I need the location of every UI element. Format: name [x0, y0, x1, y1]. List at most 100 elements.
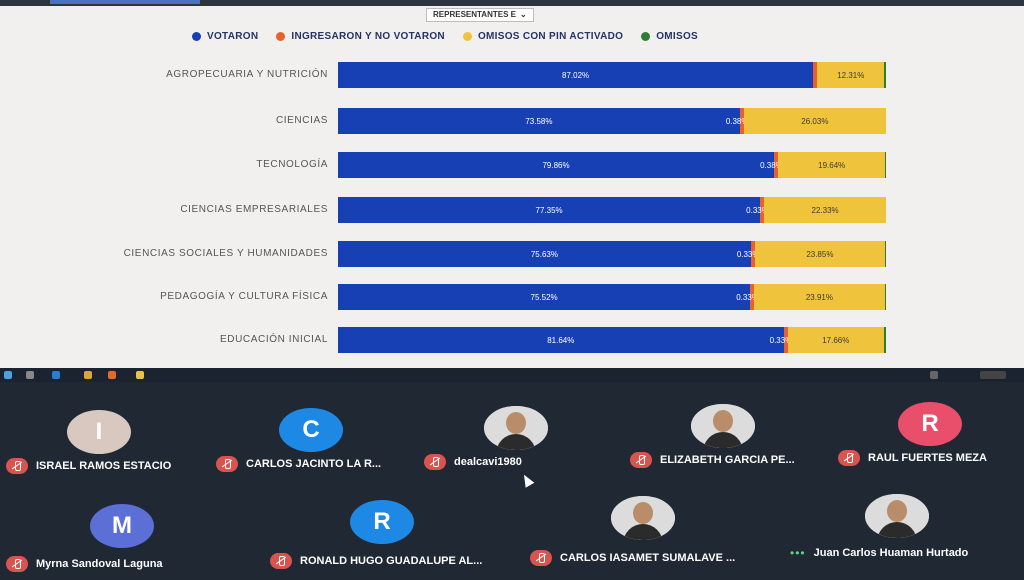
bar-segment-v[interactable]: 79.86% — [338, 152, 775, 178]
category-label: EDUCACIÓN INICIAL — [220, 334, 328, 345]
bar-track: 73.58% 0.38% 26.03% — [338, 108, 886, 134]
bar-segment-p[interactable]: 26.03% — [743, 108, 886, 134]
clock-icon — [980, 371, 1006, 379]
bar-segment-p[interactable]: 22.33% — [764, 197, 886, 223]
mic-muted-icon — [838, 450, 860, 466]
participant-name: RONALD HUGO GUADALUPE AL... — [300, 555, 483, 567]
participant-name-row: CARLOS IASAMET SUMALAVE ... — [530, 550, 735, 566]
bar-track: 75.63% 0.33% 23.85% — [338, 241, 886, 267]
participant-avatar[interactable]: R — [898, 402, 962, 446]
mic-muted-icon — [270, 553, 292, 569]
bar-segment-i[interactable]: 0.33% — [746, 197, 769, 223]
participant-avatar[interactable]: R — [350, 500, 414, 544]
participant-name-row: dealcavi1980 — [424, 454, 522, 470]
participant-avatar[interactable]: M — [90, 504, 154, 548]
bar-segment-v[interactable]: 87.02% — [338, 62, 814, 88]
bar-segment-v[interactable]: 81.64% — [338, 327, 784, 353]
participant-avatar[interactable] — [691, 404, 755, 448]
profile-photo — [484, 406, 548, 450]
bar-segment-i[interactable]: 0.38% — [760, 152, 783, 178]
data-label: 23.91% — [805, 292, 833, 302]
bar-segment-i[interactable] — [813, 62, 818, 88]
participant-name: Myrna Sandoval Laguna — [36, 558, 163, 570]
participant-avatar[interactable] — [865, 494, 929, 538]
legend-item[interactable]: OMISOS CON PIN ACTIVADO — [462, 31, 623, 42]
participant-name-row: RAUL FUERTES MEZA — [838, 450, 987, 466]
bar-segment-v[interactable]: 75.63% — [338, 241, 751, 267]
bar-segment-o[interactable] — [884, 327, 886, 353]
participant-name: ISRAEL RAMOS ESTACIO — [36, 460, 172, 472]
participant-name: dealcavi1980 — [454, 456, 522, 468]
bar-segment-i[interactable]: 0.33% — [737, 241, 760, 267]
data-label: 79.86% — [542, 160, 570, 170]
participant-name-row: CARLOS JACINTO LA R... — [216, 456, 381, 472]
data-label: 23.85% — [806, 249, 834, 259]
avatar-initial: I — [95, 418, 103, 445]
participant-avatar[interactable]: I — [67, 410, 131, 454]
bar-segment-p[interactable]: 12.31% — [817, 62, 885, 88]
shared-screen: REPRESENTANTES E ⌄ VOTARON INGRESARON Y N… — [0, 0, 1024, 368]
legend-item[interactable]: VOTARON — [192, 31, 258, 42]
chart-row: AGROPECUARIA Y NUTRICIÓN 87.02% 12.31% — [0, 62, 1024, 88]
legend-item[interactable]: INGRESARON Y NO VOTARON — [276, 31, 445, 42]
chart-row: CIENCIAS EMPRESARIALES 77.35% 0.33% 22.33% — [0, 197, 1024, 223]
bar-segment-v[interactable]: 73.58% — [338, 108, 740, 134]
bar-segment-p[interactable]: 23.91% — [754, 284, 885, 310]
more-options-icon[interactable]: ••• — [790, 546, 806, 560]
chart-row: PEDAGOGÍA Y CULTURA FÍSICA 75.52% 0.33% 23.… — [0, 284, 1024, 310]
participant-avatar[interactable]: C — [279, 408, 343, 452]
bar-segment-i[interactable]: 0.33% — [770, 327, 792, 353]
bar-track: 81.64% 0.33% 17.66% — [338, 327, 886, 353]
category-label: CIENCIAS EMPRESARIALES — [180, 204, 328, 215]
folder-icon[interactable] — [136, 371, 144, 379]
data-label: 12.31% — [837, 70, 865, 80]
bar-segment-o[interactable] — [884, 284, 886, 310]
bar-segment-v[interactable]: 77.35% — [338, 197, 761, 223]
participant-name: Juan Carlos Huaman Hurtado — [813, 547, 969, 559]
participant-avatar[interactable] — [611, 496, 675, 540]
bar-track: 77.35% 0.33% 22.33% — [338, 197, 886, 223]
tray-icon[interactable] — [930, 371, 938, 379]
data-label: 75.63% — [530, 249, 558, 259]
bar-segment-i[interactable]: 0.38% — [726, 108, 749, 134]
firefox-icon[interactable] — [108, 371, 116, 379]
avatar-initial: R — [921, 410, 939, 437]
chrome-icon[interactable] — [84, 371, 92, 379]
legend-label: OMISOS — [656, 31, 699, 42]
data-label: 22.33% — [811, 205, 839, 215]
bar-segment-p[interactable]: 17.66% — [787, 327, 884, 353]
data-label: 87.02% — [562, 70, 590, 80]
legend-item[interactable]: OMISOS — [641, 31, 698, 42]
representantes-dropdown[interactable]: REPRESENTANTES E ⌄ — [426, 8, 534, 22]
data-label: 77.35% — [535, 205, 563, 215]
data-label: 0.33% — [736, 292, 759, 302]
bar-segment-o[interactable] — [884, 241, 886, 267]
bar-segment-v[interactable]: 75.52% — [338, 284, 751, 310]
windows-taskbar — [0, 368, 1024, 382]
data-label: 0.38% — [760, 160, 783, 170]
edge-icon[interactable] — [52, 371, 60, 379]
url-link[interactable] — [50, 0, 200, 4]
participant-name: CARLOS JACINTO LA R... — [246, 458, 382, 470]
data-label: 19.64% — [818, 160, 846, 170]
profile-photo — [865, 494, 929, 538]
chart-row: TECNOLOGÍA 79.86% 0.38% 19.64% — [0, 152, 1024, 178]
search-icon[interactable] — [26, 371, 34, 379]
data-label: 0.33% — [769, 335, 793, 345]
bar-segment-o[interactable] — [884, 62, 886, 88]
mouse-cursor-icon — [519, 472, 535, 488]
bar-segment-o[interactable] — [885, 152, 886, 178]
windows-start-icon[interactable] — [4, 371, 12, 379]
mic-muted-icon — [6, 556, 28, 572]
data-label: 0.33% — [746, 205, 769, 215]
bar-segment-p[interactable]: 23.85% — [754, 241, 885, 267]
bar-segment-i[interactable]: 0.33% — [736, 284, 759, 310]
participant-name-row: ••• Juan Carlos Huaman Hurtado — [790, 546, 968, 560]
participant-name-row: Myrna Sandoval Laguna — [6, 556, 163, 572]
participant-name-row: ELIZABETH GARCIA PE... — [630, 452, 795, 468]
legend-dot-icon — [641, 32, 651, 41]
dropdown-label: REPRESENTANTES E — [433, 10, 516, 19]
bar-track: 75.52% 0.33% 23.91% — [338, 284, 886, 310]
participant-avatar[interactable] — [484, 406, 548, 450]
bar-segment-p[interactable]: 19.64% — [778, 152, 886, 178]
